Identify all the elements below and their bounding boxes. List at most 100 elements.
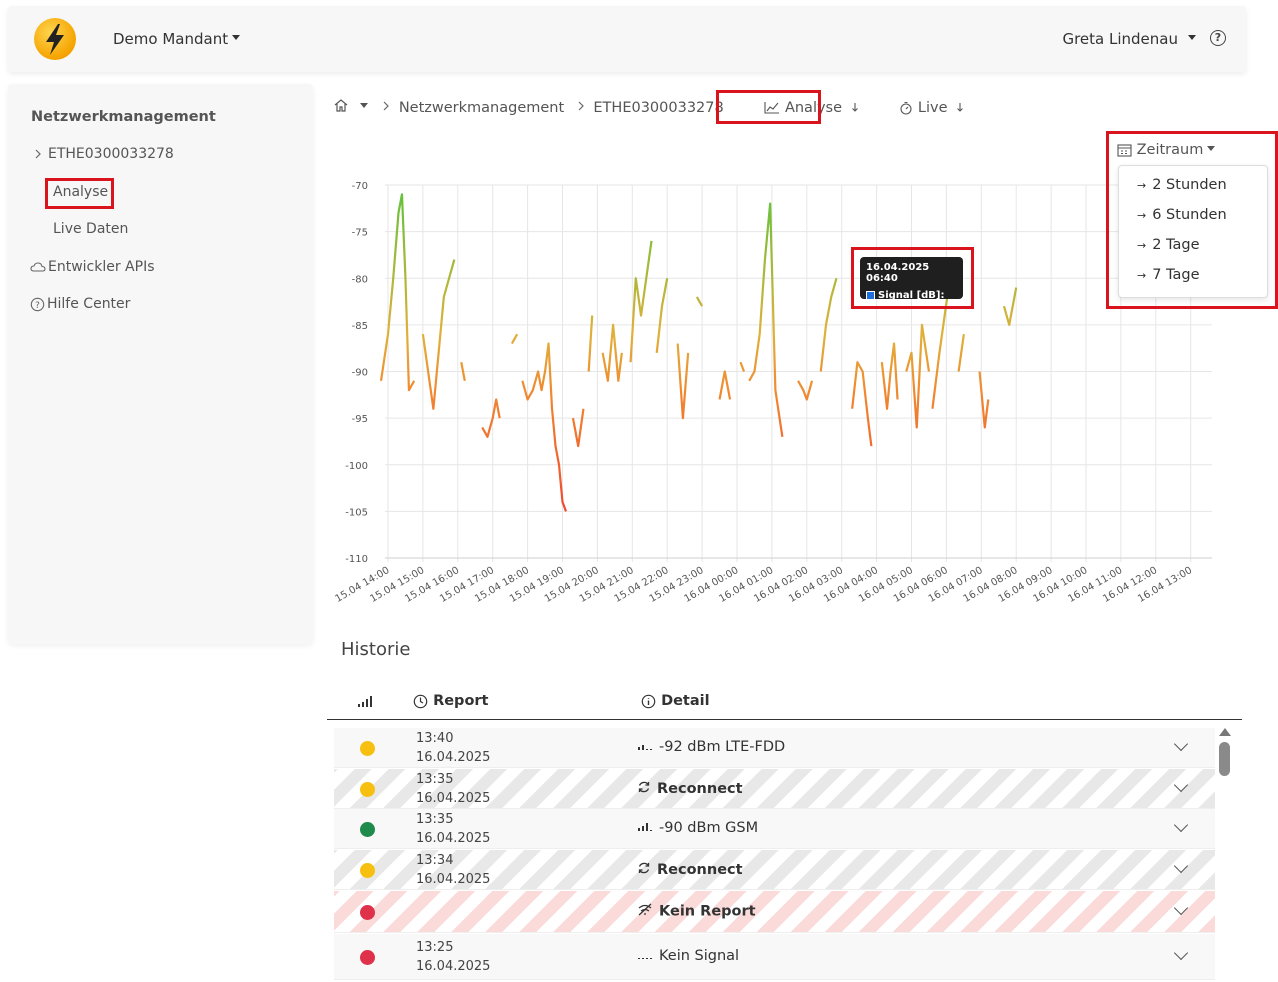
signal-series-segment[interactable] xyxy=(510,333,519,345)
column-header-label: Report xyxy=(433,693,489,709)
signal-series-segment[interactable] xyxy=(957,334,965,372)
breadcrumb-live[interactable]: Live xyxy=(899,100,964,116)
reconnect-icon xyxy=(637,780,651,798)
signal-series-segment[interactable] xyxy=(676,343,690,420)
y-tick-label: -110 xyxy=(345,554,368,565)
status-dot xyxy=(360,949,375,965)
signal-series-segment[interactable] xyxy=(718,370,732,400)
user-name: Greta Lindenau xyxy=(1062,30,1178,48)
history-row[interactable]: 13:25 16.04.2025 Kein Signal xyxy=(334,934,1215,980)
y-tick-label: -100 xyxy=(345,461,368,472)
home-icon[interactable] xyxy=(333,98,349,117)
report-timestamp: 13:35 16.04.2025 xyxy=(416,810,490,848)
scrollbar[interactable] xyxy=(1216,728,1232,982)
chevron-right-icon xyxy=(577,100,585,116)
tooltip-date: 16.04.2025 06:40 xyxy=(866,262,930,284)
signal-series-segment[interactable] xyxy=(905,323,931,429)
history-list: 13:40 16.04.2025 -92 dBm LTE-FDD 13:35 16.04… xyxy=(334,728,1215,982)
menu-item-6-stunden[interactable]: → 6 Stunden xyxy=(1137,207,1227,223)
sidebar-item-device[interactable]: ETHE0300033278 xyxy=(34,146,174,162)
signal-series-segment[interactable] xyxy=(629,240,653,363)
chevron-down-icon[interactable] xyxy=(1173,736,1189,752)
menu-item-7-tage[interactable]: → 7 Tage xyxy=(1137,267,1200,283)
signal-series-segment[interactable] xyxy=(1002,287,1018,326)
sidebar-item-analyse[interactable]: Analyse xyxy=(53,184,108,200)
breadcrumb-analyse[interactable]: Analyse xyxy=(764,100,858,116)
cloud-icon xyxy=(30,262,46,272)
report-detail-text: Kein Report xyxy=(659,903,756,920)
signal-series-segment[interactable] xyxy=(601,323,623,382)
sidebar-item-label: Analyse xyxy=(53,184,109,200)
signal-series-segment[interactable] xyxy=(748,202,784,437)
signal-series-segment[interactable] xyxy=(851,361,873,447)
arrow-down-icon xyxy=(851,103,858,112)
breadcrumb-analyse-label: Analyse xyxy=(784,99,843,116)
signal-series-segment[interactable] xyxy=(587,315,594,372)
user-menu[interactable]: Greta Lindenau xyxy=(1062,30,1196,48)
breadcrumb-device[interactable]: ETHE0300033278 xyxy=(593,99,724,116)
signal-series-segment[interactable] xyxy=(819,277,838,372)
status-dot xyxy=(360,904,375,920)
reconnect-icon xyxy=(637,861,651,879)
sidebar-item-live-daten[interactable]: Live Daten xyxy=(53,221,128,237)
chevron-down-icon[interactable] xyxy=(1173,900,1189,916)
menu-item-label: 2 Tage xyxy=(1152,237,1200,253)
chart-tooltip: 16.04.2025 06:40 Signal [dB]: -80 xyxy=(860,257,963,312)
app-logo[interactable] xyxy=(34,18,76,60)
signal-chart: -70 -75 -80 -85 -90 -95 -100 -105 -110 15.04 14:0… xyxy=(330,170,1230,620)
signal-series-segment[interactable] xyxy=(655,278,669,353)
history-table-header: Report Detail xyxy=(327,690,1242,720)
sidebar: Netzwerkmanagement ETHE0300033278 Analys… xyxy=(8,84,313,644)
column-header-detail[interactable]: Detail xyxy=(641,693,710,709)
report-detail-text: Kein Signal xyxy=(659,948,740,964)
help-icon[interactable]: ? xyxy=(1210,30,1226,46)
chevron-down-icon[interactable] xyxy=(1173,945,1189,961)
signal-series-segment[interactable] xyxy=(880,342,899,410)
signal-series-segment[interactable] xyxy=(521,342,568,512)
signal-series-segment[interactable] xyxy=(978,371,990,429)
scroll-up-arrow-icon[interactable] xyxy=(1219,728,1231,736)
signal-medium-icon xyxy=(637,820,653,836)
signal-series-segment[interactable] xyxy=(571,408,585,448)
zeitraum-dropdown-toggle[interactable]: Zeitraum xyxy=(1117,142,1216,158)
caret-down-icon[interactable] xyxy=(359,103,368,108)
sidebar-item-hilfe-center[interactable]: ? Hilfe Center xyxy=(30,296,130,312)
history-row[interactable]: 13:40 16.04.2025 -92 dBm LTE-FDD xyxy=(334,728,1215,768)
signal-series-segment[interactable] xyxy=(481,398,501,438)
signal-series-segment[interactable] xyxy=(460,361,466,382)
tenant-dropdown[interactable]: Demo Mandant xyxy=(113,30,241,48)
signal-series-segment[interactable] xyxy=(421,259,456,410)
sidebar-device-label: ETHE0300033278 xyxy=(48,146,174,162)
column-header-report[interactable]: Report xyxy=(413,693,489,709)
history-row[interactable]: Kein Report xyxy=(334,891,1215,933)
report-detail-text: -90 dBm GSM xyxy=(659,820,759,836)
history-row[interactable]: 13:35 16.04.2025 -90 dBm GSM xyxy=(334,809,1215,849)
top-navbar: Demo Mandant Greta Lindenau ? xyxy=(8,6,1246,72)
signal-series-segment[interactable] xyxy=(797,380,814,401)
breadcrumb-section[interactable]: Netzwerkmanagement xyxy=(398,99,565,116)
report-date: 16.04.2025 xyxy=(416,872,491,887)
signal-series-segment[interactable] xyxy=(695,296,704,307)
history-row[interactable]: 13:34 16.04.2025 Reconnect xyxy=(334,850,1215,890)
menu-item-2-stunden[interactable]: → 2 Stunden xyxy=(1137,177,1227,193)
sidebar-item-entwickler-apis[interactable]: Entwickler APIs xyxy=(30,259,155,275)
status-dot xyxy=(360,740,375,756)
report-detail-text: Reconnect xyxy=(657,862,743,878)
chevron-down-icon[interactable] xyxy=(1173,777,1189,793)
report-timestamp: 13:34 16.04.2025 xyxy=(416,851,490,889)
chevron-down-icon[interactable] xyxy=(1173,858,1189,874)
chevron-down-icon[interactable] xyxy=(1173,817,1189,833)
menu-item-2-tage[interactable]: → 2 Tage xyxy=(1137,237,1200,253)
signal-series-segment[interactable] xyxy=(379,193,416,392)
report-time: 13:25 xyxy=(416,940,454,955)
caret-down-icon xyxy=(232,35,241,40)
status-dot xyxy=(360,781,375,797)
stopwatch-icon xyxy=(900,101,912,115)
report-timestamp: 13:40 16.04.2025 xyxy=(416,729,490,767)
tooltip-value-row: Signal [dB]: -80 xyxy=(866,290,957,312)
zeitraum-label: Zeitraum xyxy=(1136,142,1204,158)
history-row[interactable]: 13:35 16.04.2025 Reconnect xyxy=(334,769,1215,809)
signal-series-segment[interactable] xyxy=(739,361,746,372)
scrollbar-thumb[interactable] xyxy=(1219,742,1230,776)
